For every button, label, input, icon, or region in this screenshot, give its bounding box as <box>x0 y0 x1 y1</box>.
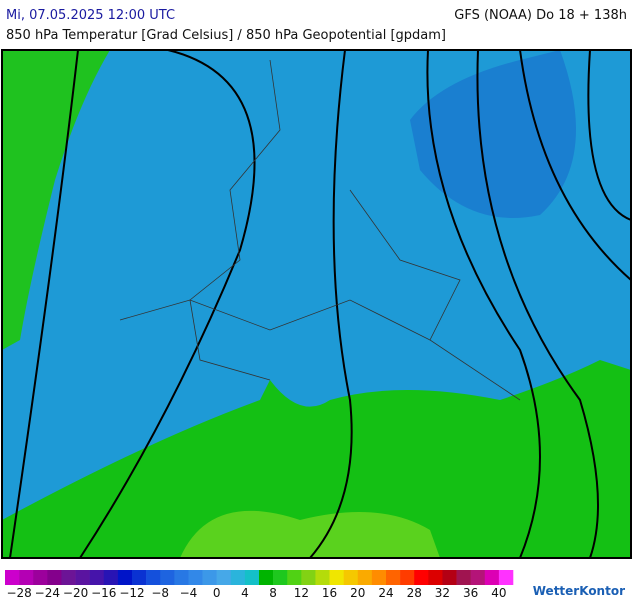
colorbar-label: 36 <box>463 586 478 600</box>
map-frame <box>1 49 632 559</box>
color-step <box>428 570 443 585</box>
colorbar-label: −20 <box>63 586 88 600</box>
color-step <box>188 570 203 585</box>
color-step <box>160 570 175 585</box>
map <box>1 49 632 559</box>
color-step <box>400 570 415 585</box>
color-step <box>103 570 119 585</box>
color-step <box>273 570 288 585</box>
colorbar: −28 −24 −20 −16 −12 −8 −4 0 4 8 12 16 20 24 28 32 36 40 <box>5 570 514 600</box>
color-step <box>47 570 62 585</box>
color-step <box>202 570 217 585</box>
color-step <box>386 570 401 585</box>
date: Mi, 07.05.2025 12:00 UTC <box>6 8 175 23</box>
color-step <box>343 570 359 585</box>
color-step <box>5 570 20 585</box>
color-step <box>61 570 76 585</box>
color-step <box>259 570 274 585</box>
color-step <box>329 570 344 585</box>
isohypses <box>9 49 632 559</box>
colorbar-label: 24 <box>378 586 393 600</box>
warm-area-west <box>2 50 110 350</box>
color-step <box>216 570 232 585</box>
colorbar-label: −4 <box>180 586 198 600</box>
colorbar-label: 16 <box>322 586 337 600</box>
colorbar-label: −16 <box>91 586 116 600</box>
color-step <box>315 570 330 585</box>
warm-area-south <box>2 360 631 558</box>
color-step <box>456 570 471 585</box>
cold-core <box>410 50 576 218</box>
colorbar-label: 40 <box>491 586 506 600</box>
colorbar-label: 20 <box>350 586 365 600</box>
color-step <box>414 570 429 585</box>
color-step <box>33 570 48 585</box>
color-step <box>244 570 260 585</box>
logo: WetterKontor <box>533 584 625 598</box>
colorbar-label: −8 <box>151 586 169 600</box>
warm-core <box>180 510 440 558</box>
colorbar-label: −12 <box>119 586 144 600</box>
color-step <box>442 570 457 585</box>
colorbar-label: 32 <box>435 586 450 600</box>
color-step <box>287 570 302 585</box>
borders <box>119 59 521 401</box>
color-step <box>117 570 133 585</box>
color-step <box>357 570 373 585</box>
color-step <box>174 570 189 585</box>
colorbar-label: 12 <box>294 586 309 600</box>
colorbar-label: −24 <box>35 586 60 600</box>
color-step <box>89 570 105 585</box>
colorbar-label: −28 <box>6 586 31 600</box>
colorbar-label: 0 <box>213 586 221 600</box>
color-step <box>132 570 147 585</box>
colorbar-label: 28 <box>407 586 422 600</box>
color-step <box>301 570 316 585</box>
model-run: GFS (NOAA) Do 18 + 138h <box>454 8 627 23</box>
color-step <box>146 570 161 585</box>
color-step <box>371 570 387 585</box>
colorbar-label: 8 <box>269 586 277 600</box>
colorbar-label: 4 <box>241 586 249 600</box>
color-step <box>230 570 246 585</box>
color-step <box>470 570 486 585</box>
color-step <box>19 570 34 585</box>
color-step <box>75 570 90 585</box>
subtitle: 850 hPa Temperatur [Grad Celsius] / 850 … <box>6 28 446 43</box>
color-step <box>498 570 514 585</box>
color-step <box>484 570 500 585</box>
